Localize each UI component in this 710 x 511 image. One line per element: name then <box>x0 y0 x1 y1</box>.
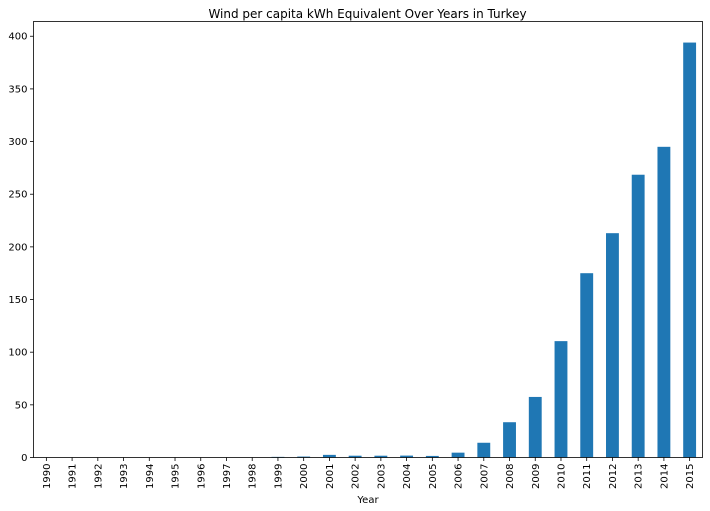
bar-2008 <box>503 422 516 458</box>
x-tick-label-1994: 1994 <box>145 464 156 489</box>
bar-2014 <box>657 146 671 458</box>
x-tick-label-1997: 1997 <box>222 464 233 489</box>
bar-2007 <box>477 442 491 458</box>
x-tick-label-2014: 2014 <box>659 464 670 489</box>
x-tick-label-2000: 2000 <box>299 464 310 489</box>
bar-2005 <box>425 455 439 458</box>
y-tick-label-250: 250 <box>8 190 27 201</box>
x-tick-label-2002: 2002 <box>351 464 362 489</box>
y-axis: 0 50 100 150 200 250 300 350 400 <box>8 32 34 464</box>
x-tick-label-2015: 2015 <box>685 464 696 489</box>
bar-2012 <box>606 233 619 458</box>
x-tick-label-2008: 2008 <box>505 464 516 489</box>
x-tick-label-2012: 2012 <box>608 464 619 489</box>
x-tick-label-2006: 2006 <box>454 464 465 489</box>
x-tick-label-1993: 1993 <box>119 464 130 489</box>
y-tick-label-0: 0 <box>21 453 27 464</box>
y-tick-label-50: 50 <box>15 400 28 411</box>
y-tick-label-300: 300 <box>8 137 27 148</box>
bar-2003 <box>374 455 388 458</box>
y-tick-label-350: 350 <box>8 84 27 95</box>
y-tick-label-100: 100 <box>8 348 27 359</box>
bar-2006 <box>451 452 465 458</box>
y-tick-label-200: 200 <box>8 242 27 253</box>
x-tick-label-2009: 2009 <box>531 464 542 489</box>
bar-2009 <box>528 396 542 458</box>
y-tick-label-400: 400 <box>8 32 27 43</box>
x-tick-label-2001: 2001 <box>325 464 336 489</box>
x-tick-label-1999: 1999 <box>273 464 284 489</box>
x-tick-label-1991: 1991 <box>68 464 79 489</box>
y-tick-label-150: 150 <box>8 295 27 306</box>
x-tick-label-2013: 2013 <box>634 464 645 489</box>
x-tick-label-2005: 2005 <box>428 464 439 489</box>
bar-2000 <box>297 456 311 458</box>
bar-2004 <box>400 455 414 458</box>
chart-title: Wind per capita kWh Equivalent Over Year… <box>208 7 526 21</box>
x-tick-label-1996: 1996 <box>196 464 207 489</box>
x-tick-label-1998: 1998 <box>248 464 259 489</box>
bar-2013 <box>631 174 645 458</box>
x-tick-label-2007: 2007 <box>479 464 490 489</box>
bar-2011 <box>580 273 594 458</box>
bar-2002 <box>348 455 362 458</box>
bar-2010 <box>554 341 568 458</box>
x-tick-label-2010: 2010 <box>556 464 567 489</box>
x-tick-label-1990: 1990 <box>42 464 53 489</box>
x-tick-label-2004: 2004 <box>402 464 413 489</box>
x-tick-label-2003: 2003 <box>376 464 387 489</box>
x-tick-label-1992: 1992 <box>93 464 104 489</box>
x-tick-label-2011: 2011 <box>582 464 593 489</box>
x-axis: 1990 1991 1992 1993 1994 1995 1996 1997 1998 1999… <box>42 457 696 489</box>
bar-2001 <box>322 454 336 458</box>
x-axis-label: Year <box>356 495 379 506</box>
plot-frame <box>33 21 703 458</box>
bars-group <box>271 42 697 458</box>
bar-2015 <box>683 42 697 458</box>
x-tick-label-1995: 1995 <box>171 464 182 489</box>
